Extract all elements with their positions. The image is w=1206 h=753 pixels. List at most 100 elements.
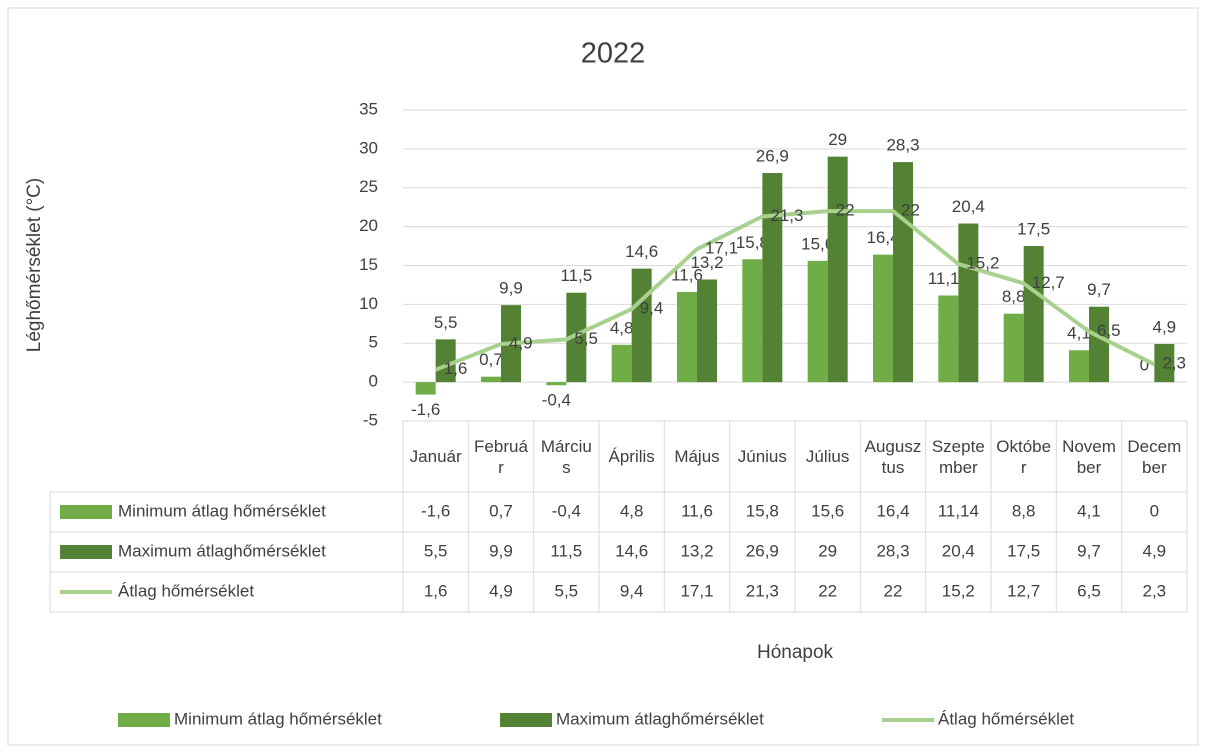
y-tick-label: 25 bbox=[359, 177, 378, 196]
table-cell: 9,9 bbox=[489, 541, 513, 560]
data-label: -0,4 bbox=[542, 391, 571, 410]
category-label: Január bbox=[409, 447, 462, 466]
data-label: 8,8 bbox=[1002, 287, 1026, 306]
category-label: Október bbox=[996, 436, 1052, 477]
data-label: 28,3 bbox=[886, 136, 919, 155]
table-cell: 11,5 bbox=[550, 541, 582, 560]
bar bbox=[435, 339, 456, 383]
table-cell: 26,9 bbox=[746, 541, 779, 560]
table-cell: 17,1 bbox=[680, 581, 713, 600]
category-label: Április bbox=[608, 447, 655, 466]
table-cell: 28,3 bbox=[876, 541, 909, 560]
data-label: 9,9 bbox=[499, 279, 523, 298]
table-cell: -0,4 bbox=[552, 501, 581, 520]
legend-label: Minimum átlag hőmérséklet bbox=[174, 709, 382, 728]
table-cell: 22 bbox=[884, 581, 903, 600]
data-label: 26,9 bbox=[756, 146, 789, 165]
data-label: 6,5 bbox=[1097, 321, 1121, 340]
data-label: 1,6 bbox=[444, 359, 468, 378]
table-cell: 8,8 bbox=[1012, 501, 1036, 520]
table-cell: 4,1 bbox=[1077, 501, 1101, 520]
bar bbox=[893, 162, 913, 383]
data-label: 20,4 bbox=[952, 197, 985, 216]
table-cell: 0 bbox=[1150, 501, 1159, 520]
bar bbox=[873, 254, 893, 383]
table-cell: 9,7 bbox=[1077, 541, 1101, 560]
bar bbox=[1154, 344, 1175, 383]
data-label: 13,2 bbox=[690, 253, 723, 272]
data-label: 4,9 bbox=[509, 334, 533, 353]
table-cell: 16,4 bbox=[876, 501, 909, 520]
table-cell: 20,4 bbox=[942, 541, 975, 560]
bar bbox=[1069, 350, 1089, 383]
table-legend-key bbox=[60, 505, 112, 519]
table-cell: 12,7 bbox=[1007, 581, 1040, 600]
category-label: Június bbox=[737, 447, 787, 466]
data-label: 9,4 bbox=[640, 299, 664, 318]
y-tick-label: 35 bbox=[359, 99, 378, 118]
bar bbox=[566, 292, 587, 383]
chart-border bbox=[7, 7, 1199, 746]
bar bbox=[762, 172, 783, 383]
data-label: 4,9 bbox=[1153, 318, 1177, 337]
table-cell: 0,7 bbox=[489, 501, 513, 520]
bar bbox=[481, 376, 501, 383]
data-label: 9,7 bbox=[1087, 280, 1111, 299]
bar bbox=[938, 295, 959, 383]
table-cell: 11,14 bbox=[938, 501, 979, 520]
data-label: 2,3 bbox=[1162, 354, 1186, 373]
bar bbox=[631, 268, 652, 383]
category-label: Szeptember bbox=[931, 436, 985, 477]
y-tick-label: 10 bbox=[359, 294, 378, 313]
bar bbox=[827, 156, 848, 383]
table-cell: 21,3 bbox=[746, 581, 779, 600]
bar bbox=[677, 291, 697, 383]
bar bbox=[415, 382, 436, 395]
table-cell: 29 bbox=[818, 541, 837, 560]
category-label: Július bbox=[805, 447, 850, 466]
table-cell: 15,6 bbox=[811, 501, 844, 520]
data-label: 11,5 bbox=[560, 266, 592, 285]
table-cell: 11,6 bbox=[681, 501, 713, 520]
bar bbox=[958, 223, 979, 383]
category-label: December bbox=[1127, 436, 1182, 477]
table-cell: 14,6 bbox=[615, 541, 648, 560]
table-row-label: Maximum átlaghőmérséklet bbox=[118, 541, 326, 560]
category-label: Február bbox=[474, 436, 528, 477]
chart-title: 2022 bbox=[581, 38, 646, 70]
bar bbox=[1089, 306, 1109, 383]
data-label: 22 bbox=[901, 201, 920, 220]
line bbox=[434, 209, 1156, 372]
category-label: Augusztus bbox=[864, 436, 922, 477]
y-tick-label: -5 bbox=[363, 410, 378, 429]
data-label: 12,7 bbox=[1032, 273, 1065, 292]
category-label: Március bbox=[540, 436, 592, 477]
table-cell: 15,8 bbox=[746, 501, 779, 520]
data-label: 29 bbox=[828, 130, 847, 149]
data-label: 5,5 bbox=[434, 313, 458, 332]
table-cell: 15,2 bbox=[942, 581, 975, 600]
category-label: November bbox=[1062, 436, 1116, 477]
data-label: 17,1 bbox=[705, 239, 738, 258]
table-cell: 4,9 bbox=[489, 581, 513, 600]
y-tick-label: 0 bbox=[369, 372, 378, 391]
bar bbox=[697, 279, 717, 383]
table-cell: 22 bbox=[818, 581, 837, 600]
data-label: 15,2 bbox=[966, 253, 999, 272]
y-axis-label: Léghőmérséklet (°C) bbox=[24, 178, 45, 352]
legend-label: Maximum átlaghőmérséklet bbox=[556, 709, 764, 728]
x-axis-label: Hónapok bbox=[757, 642, 834, 663]
bar bbox=[742, 259, 763, 383]
table-cell: 5,5 bbox=[424, 541, 448, 560]
table-row-label: Átlag hőmérséklet bbox=[118, 581, 254, 600]
data-label: -1,6 bbox=[411, 400, 440, 419]
bar bbox=[807, 260, 828, 383]
y-tick-label: 30 bbox=[359, 138, 378, 157]
data-label: 0,7 bbox=[479, 350, 503, 369]
data-label: 21,3 bbox=[770, 206, 803, 225]
data-label: 5,5 bbox=[574, 329, 598, 348]
bar bbox=[1003, 313, 1024, 383]
bar bbox=[611, 344, 632, 383]
y-tick-label: 15 bbox=[359, 255, 378, 274]
